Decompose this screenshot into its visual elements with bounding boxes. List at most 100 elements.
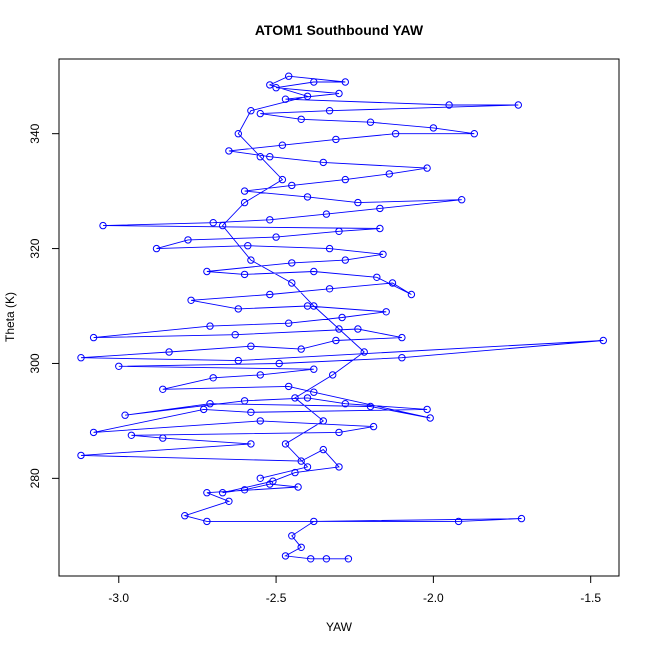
data-point [272,233,280,241]
data-point [291,394,299,402]
x-tick-label: -2.5 [266,591,287,605]
data-point [285,72,293,80]
data-point [247,440,255,448]
data-point [278,175,287,184]
data-point [354,198,362,207]
data-point [319,417,327,425]
data-point [256,417,264,425]
data-point [329,371,337,379]
data-point [376,204,384,213]
data-point [310,302,318,310]
data-point [288,532,296,540]
data-point [218,221,227,230]
data-point [281,440,290,448]
data-point [366,118,375,126]
data-point [159,434,167,442]
data-point [285,319,293,327]
data-point [240,270,249,279]
y-tick-label: 320 [28,238,42,258]
data-point [206,400,214,408]
data-point [470,130,478,138]
data-point [256,474,264,482]
data-point [325,285,334,293]
y-tick-label: 280 [28,468,42,488]
data-point [303,193,312,201]
data-point [127,431,136,439]
data-point [423,164,431,172]
data-point [244,242,252,250]
data-point [184,236,192,244]
data-point [89,333,98,342]
data-point [256,109,264,118]
data-point [382,308,390,316]
data-point [303,463,312,471]
y-tick-label: 340 [28,123,42,143]
data-point [225,147,233,155]
data-point [335,428,343,437]
data-point [354,325,362,333]
data-point [256,153,264,161]
data-point [407,290,416,299]
data-point [266,153,274,161]
data-point [121,411,129,419]
data-point [165,348,173,356]
data-point [234,130,243,138]
data-point [338,313,346,322]
data-point [366,402,375,411]
data-point [310,78,318,86]
data-point [322,555,331,563]
data-point [240,486,249,494]
data-point [360,348,368,356]
data-point [335,463,343,471]
data-point [385,170,393,178]
data-point [297,115,305,124]
data-point [310,388,318,396]
data-point [187,296,195,304]
data-point [297,345,305,353]
data-point [307,555,315,563]
data-point [398,333,406,342]
data-point [303,394,312,402]
data-point [297,457,305,465]
data-point [278,141,287,149]
data-point [200,405,208,414]
x-tick-label: -3.0 [108,591,129,605]
data-point [247,408,255,416]
data-point [325,244,334,253]
data-point [266,290,274,299]
data-point [203,267,211,276]
data-point [281,95,290,103]
data-point [423,405,431,414]
data-point [341,256,349,264]
data-point [272,84,280,92]
data-point [281,552,290,560]
data-point [514,101,522,109]
data-point [209,374,217,382]
data-point [517,514,526,523]
data-point [310,517,318,526]
data-point [373,273,381,281]
data-point [310,267,318,276]
data-point [240,187,249,195]
plot-frame [58,58,620,577]
data-point [231,331,239,339]
data-point [344,555,353,563]
data-point [115,362,123,370]
data-point [294,483,302,491]
data-point [240,198,249,207]
data-point [454,517,463,526]
data-point [445,101,453,109]
data-point [341,175,349,184]
data-point [379,250,387,259]
data-point [288,181,296,190]
data-point [203,517,211,526]
data-point [269,477,277,485]
data-point [240,397,249,405]
data-point [285,382,293,391]
data-point [234,305,243,313]
data-point [310,365,318,373]
data-point [275,359,283,368]
x-axis: -3.0 -2.5 -2.0 -1.5 [108,576,601,605]
data-point [335,89,343,98]
